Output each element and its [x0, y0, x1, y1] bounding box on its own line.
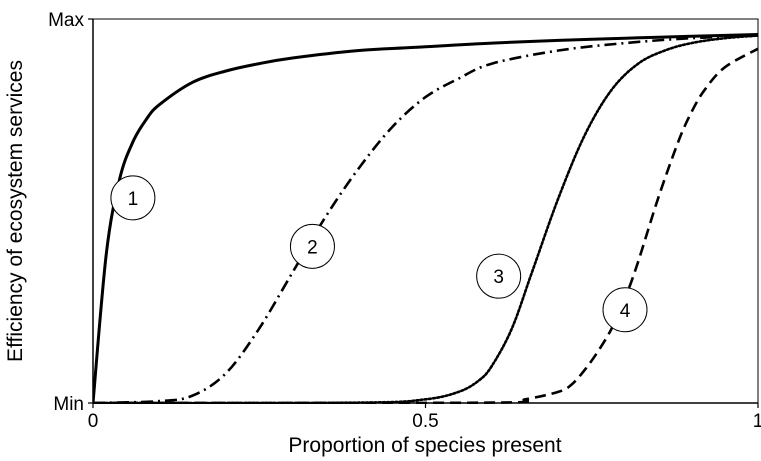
- callout-group: 1 2 3 4: [110, 175, 648, 333]
- x-tick-label: 0.5: [412, 411, 438, 432]
- tick-group: 0 0.5 1 Min Max: [48, 10, 761, 432]
- plot-area: [92, 18, 759, 404]
- y-tick-label: Min: [53, 394, 84, 415]
- x-axis-title: Proportion of species present: [288, 434, 561, 457]
- series-4-line: [93, 47, 759, 404]
- series-3-callout-circle: [476, 253, 522, 299]
- x-tick-label: 1: [753, 411, 761, 432]
- series-1-callout-label: 1: [128, 189, 139, 210]
- x-tick-label: 0: [88, 411, 99, 432]
- series-3-callout-label: 3: [493, 267, 504, 288]
- series-3-line: [93, 34, 760, 404]
- y-axis-title: Efficiency of ecosystem services: [4, 60, 27, 362]
- series-1-line: [93, 33, 759, 404]
- series-2-callout-circle: [289, 223, 335, 269]
- series-2-line: [93, 34, 759, 404]
- series-4-callout-label: 4: [620, 301, 631, 322]
- y-tick-label: Max: [48, 10, 84, 31]
- series-group: [93, 33, 760, 404]
- series-4-callout-circle: [602, 287, 648, 333]
- series-1-callout-circle: [110, 175, 156, 221]
- series-2-callout-label: 2: [307, 237, 318, 258]
